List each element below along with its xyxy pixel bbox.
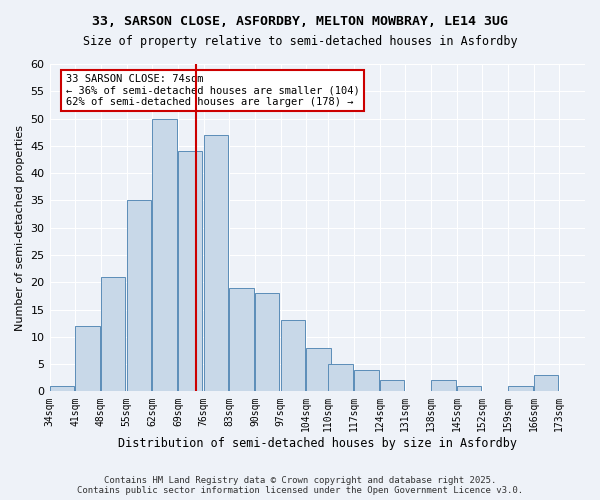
Bar bbox=[178, 152, 202, 392]
Bar bbox=[50, 386, 74, 392]
Bar bbox=[431, 380, 455, 392]
Y-axis label: Number of semi-detached properties: Number of semi-detached properties bbox=[15, 124, 25, 330]
Text: Size of property relative to semi-detached houses in Asfordby: Size of property relative to semi-detach… bbox=[83, 35, 517, 48]
X-axis label: Distribution of semi-detached houses by size in Asfordby: Distribution of semi-detached houses by … bbox=[118, 437, 517, 450]
Text: 33 SARSON CLOSE: 74sqm
← 36% of semi-detached houses are smaller (104)
62% of se: 33 SARSON CLOSE: 74sqm ← 36% of semi-det… bbox=[65, 74, 359, 107]
Bar bbox=[508, 386, 533, 392]
Bar bbox=[255, 293, 280, 392]
Bar bbox=[457, 386, 481, 392]
Text: Contains HM Land Registry data © Crown copyright and database right 2025.
Contai: Contains HM Land Registry data © Crown c… bbox=[77, 476, 523, 495]
Bar bbox=[229, 288, 254, 392]
Bar bbox=[306, 348, 331, 392]
Bar bbox=[152, 118, 177, 392]
Bar bbox=[203, 135, 228, 392]
Bar bbox=[380, 380, 404, 392]
Text: 33, SARSON CLOSE, ASFORDBY, MELTON MOWBRAY, LE14 3UG: 33, SARSON CLOSE, ASFORDBY, MELTON MOWBR… bbox=[92, 15, 508, 28]
Bar bbox=[328, 364, 353, 392]
Bar bbox=[533, 375, 558, 392]
Bar bbox=[127, 200, 151, 392]
Bar bbox=[354, 370, 379, 392]
Bar bbox=[101, 277, 125, 392]
Bar bbox=[281, 320, 305, 392]
Bar bbox=[75, 326, 100, 392]
